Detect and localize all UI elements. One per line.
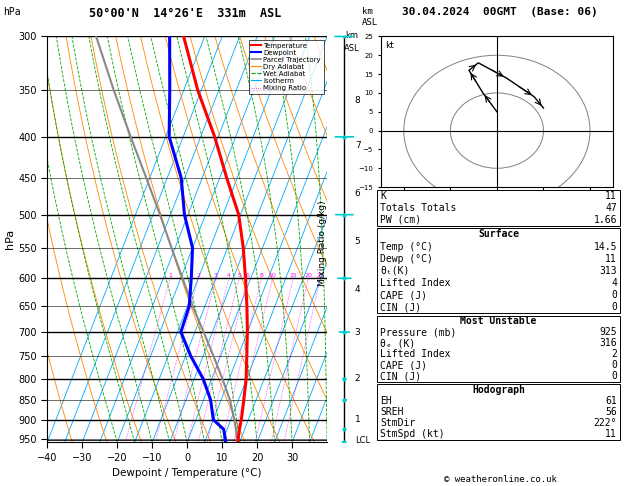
Y-axis label: hPa: hPa bbox=[6, 229, 15, 249]
Text: km: km bbox=[345, 31, 358, 40]
Text: 5: 5 bbox=[237, 273, 241, 278]
Text: 5: 5 bbox=[355, 237, 360, 246]
Text: 11: 11 bbox=[605, 429, 617, 439]
Text: 3: 3 bbox=[355, 328, 360, 337]
Text: 313: 313 bbox=[599, 266, 617, 276]
Text: SREH: SREH bbox=[380, 407, 403, 417]
Text: 0: 0 bbox=[611, 290, 617, 300]
Text: 2: 2 bbox=[611, 349, 617, 359]
Text: LCL: LCL bbox=[355, 436, 370, 445]
Text: 20: 20 bbox=[304, 273, 312, 278]
Text: hPa: hPa bbox=[3, 7, 21, 17]
Text: 1: 1 bbox=[355, 415, 360, 424]
Text: Surface: Surface bbox=[478, 229, 519, 240]
Text: Lifted Index: Lifted Index bbox=[380, 278, 450, 288]
Text: CIN (J): CIN (J) bbox=[380, 371, 421, 381]
Text: Hodograph: Hodograph bbox=[472, 384, 525, 395]
Text: 11: 11 bbox=[605, 191, 617, 201]
Text: 30.04.2024  00GMT  (Base: 06): 30.04.2024 00GMT (Base: 06) bbox=[402, 7, 598, 17]
Text: 25: 25 bbox=[316, 273, 324, 278]
Text: 47: 47 bbox=[605, 203, 617, 213]
Text: 50°00'N  14°26'E  331m  ASL: 50°00'N 14°26'E 331m ASL bbox=[89, 7, 282, 20]
Text: CIN (J): CIN (J) bbox=[380, 302, 421, 312]
Text: 2: 2 bbox=[196, 273, 201, 278]
Text: 0: 0 bbox=[611, 360, 617, 370]
Text: 56: 56 bbox=[605, 407, 617, 417]
Text: CAPE (J): CAPE (J) bbox=[380, 360, 427, 370]
Text: StmDir: StmDir bbox=[380, 418, 415, 428]
Text: 1.66: 1.66 bbox=[594, 215, 617, 225]
Text: StmSpd (kt): StmSpd (kt) bbox=[380, 429, 445, 439]
Text: 10: 10 bbox=[269, 273, 276, 278]
Text: 4: 4 bbox=[611, 278, 617, 288]
Text: 8: 8 bbox=[260, 273, 264, 278]
Text: © weatheronline.co.uk: © weatheronline.co.uk bbox=[443, 474, 557, 484]
Text: 316: 316 bbox=[599, 338, 617, 348]
Text: Dewp (°C): Dewp (°C) bbox=[380, 254, 433, 264]
Text: EH: EH bbox=[380, 396, 392, 406]
Text: ASL: ASL bbox=[343, 45, 359, 53]
Text: Lifted Index: Lifted Index bbox=[380, 349, 450, 359]
Text: θₑ (K): θₑ (K) bbox=[380, 338, 415, 348]
Text: 222°: 222° bbox=[594, 418, 617, 428]
Text: θₜ(K): θₜ(K) bbox=[380, 266, 409, 276]
Text: K: K bbox=[380, 191, 386, 201]
Text: PW (cm): PW (cm) bbox=[380, 215, 421, 225]
Text: 7: 7 bbox=[355, 141, 360, 150]
Text: Totals Totals: Totals Totals bbox=[380, 203, 456, 213]
Text: 925: 925 bbox=[599, 327, 617, 337]
Text: 3: 3 bbox=[214, 273, 218, 278]
Text: 11: 11 bbox=[605, 254, 617, 264]
Text: kt: kt bbox=[385, 41, 394, 50]
Text: 0: 0 bbox=[611, 302, 617, 312]
Text: 1: 1 bbox=[168, 273, 172, 278]
Text: 0: 0 bbox=[611, 371, 617, 381]
Text: 8: 8 bbox=[355, 96, 360, 104]
Text: 14.5: 14.5 bbox=[594, 242, 617, 252]
Text: 4: 4 bbox=[355, 285, 360, 294]
Text: 6: 6 bbox=[355, 189, 360, 198]
Text: 15: 15 bbox=[289, 273, 297, 278]
Text: Pressure (mb): Pressure (mb) bbox=[380, 327, 456, 337]
X-axis label: Dewpoint / Temperature (°C): Dewpoint / Temperature (°C) bbox=[113, 468, 262, 478]
Legend: Temperature, Dewpoint, Parcel Trajectory, Dry Adiabat, Wet Adiabat, Isotherm, Mi: Temperature, Dewpoint, Parcel Trajectory… bbox=[248, 40, 323, 94]
Text: Most Unstable: Most Unstable bbox=[460, 316, 537, 327]
Text: 61: 61 bbox=[605, 396, 617, 406]
Text: Mixing Ratio (g/kg): Mixing Ratio (g/kg) bbox=[318, 200, 327, 286]
Text: 6: 6 bbox=[246, 273, 250, 278]
Text: 4: 4 bbox=[227, 273, 231, 278]
Text: Temp (°C): Temp (°C) bbox=[380, 242, 433, 252]
Text: CAPE (J): CAPE (J) bbox=[380, 290, 427, 300]
Text: 2: 2 bbox=[355, 374, 360, 383]
Text: km
ASL: km ASL bbox=[362, 7, 378, 27]
